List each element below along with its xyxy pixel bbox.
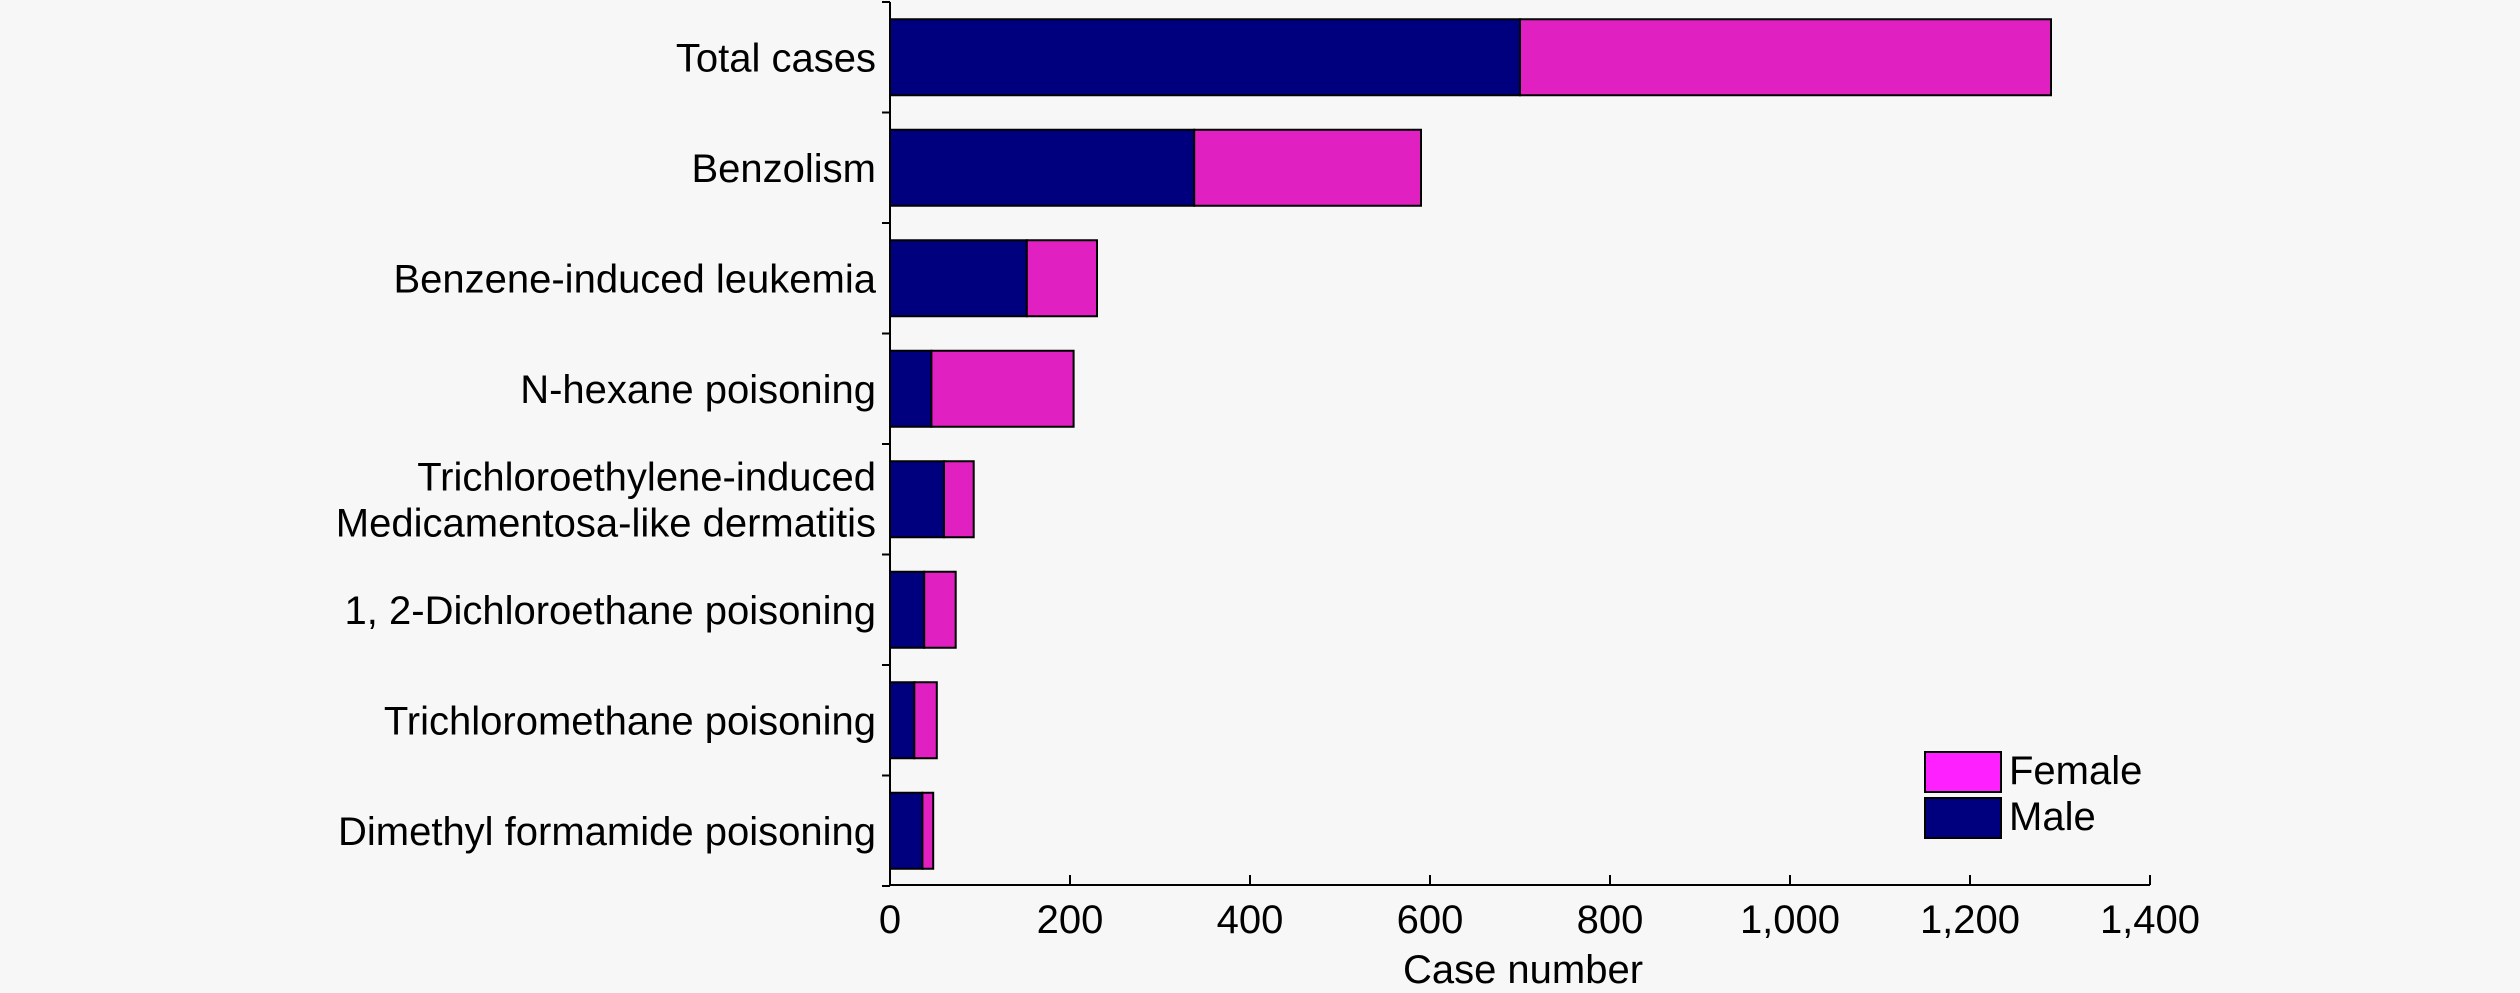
x-tick-label: 1,200 [1920, 898, 2020, 942]
legend-label-male: Male [2009, 795, 2096, 839]
bar-female-trichloromethane-poisoning [913, 681, 938, 760]
x-axis-title: Case number [1403, 948, 1643, 992]
axes-layer [882, 1, 2151, 887]
x-tick-label: 1,000 [1740, 898, 1840, 942]
bar-female-n-hexane-poisoning [930, 349, 1075, 428]
legend-label-female: Female [2009, 749, 2142, 793]
category-label: Benzolism [691, 147, 876, 191]
legend-swatch-male [1924, 797, 2002, 839]
bar-male-benzene-induced-leukemia [889, 239, 1028, 318]
category-label: Dimethyl formamide poisoning [338, 810, 876, 854]
category-label: 1, 2-Dichloroethane poisoning [345, 589, 876, 633]
category-label: Trichloromethane poisoning [384, 699, 876, 743]
bar-male-benzolism [889, 128, 1196, 207]
x-tick-label: 800 [1577, 898, 1644, 942]
bar-male-total-cases [889, 18, 1521, 97]
bar-female-benzene-induced-leukemia [1025, 239, 1099, 318]
x-tick-label: 0 [879, 898, 901, 942]
bar-female-1-2-dichloroethane-poisoning [923, 570, 957, 649]
x-tick-label: 600 [1397, 898, 1464, 942]
category-label: Benzene-induced leukemia [393, 257, 876, 301]
bar-female-total-cases [1519, 18, 2052, 97]
legend-swatch-female [1924, 751, 2002, 793]
bar-male-n-hexane-poisoning [889, 349, 933, 428]
labels-layer: Total cases Benzolism Benzene-induced leuk… [336, 36, 2200, 992]
category-label: Total cases [676, 36, 876, 80]
bar-female-trichloroethylene-induced-medicamentosa-like-dermatitis [943, 460, 975, 539]
bar-male-1-2-dichloroethane-poisoning [889, 570, 926, 649]
category-label: Trichloroethylene-induced Medicamentosa-l… [336, 455, 876, 545]
x-tick-label: 200 [1037, 898, 1104, 942]
bar-male-dimethyl-formamide-poisoning [889, 791, 924, 870]
bar-female-dimethyl-formamide-poisoning [921, 791, 935, 870]
bar-male-trichloromethane-poisoning [889, 681, 916, 760]
category-label: N-hexane poisoning [520, 368, 876, 412]
bar-female-benzolism [1193, 128, 1422, 207]
bar-male-trichloroethylene-induced-medicamentosa-like-dermatitis [889, 460, 945, 539]
x-tick-label: 400 [1217, 898, 1284, 942]
bars-layer [889, 18, 2052, 870]
x-tick-label: 1,400 [2100, 898, 2200, 942]
